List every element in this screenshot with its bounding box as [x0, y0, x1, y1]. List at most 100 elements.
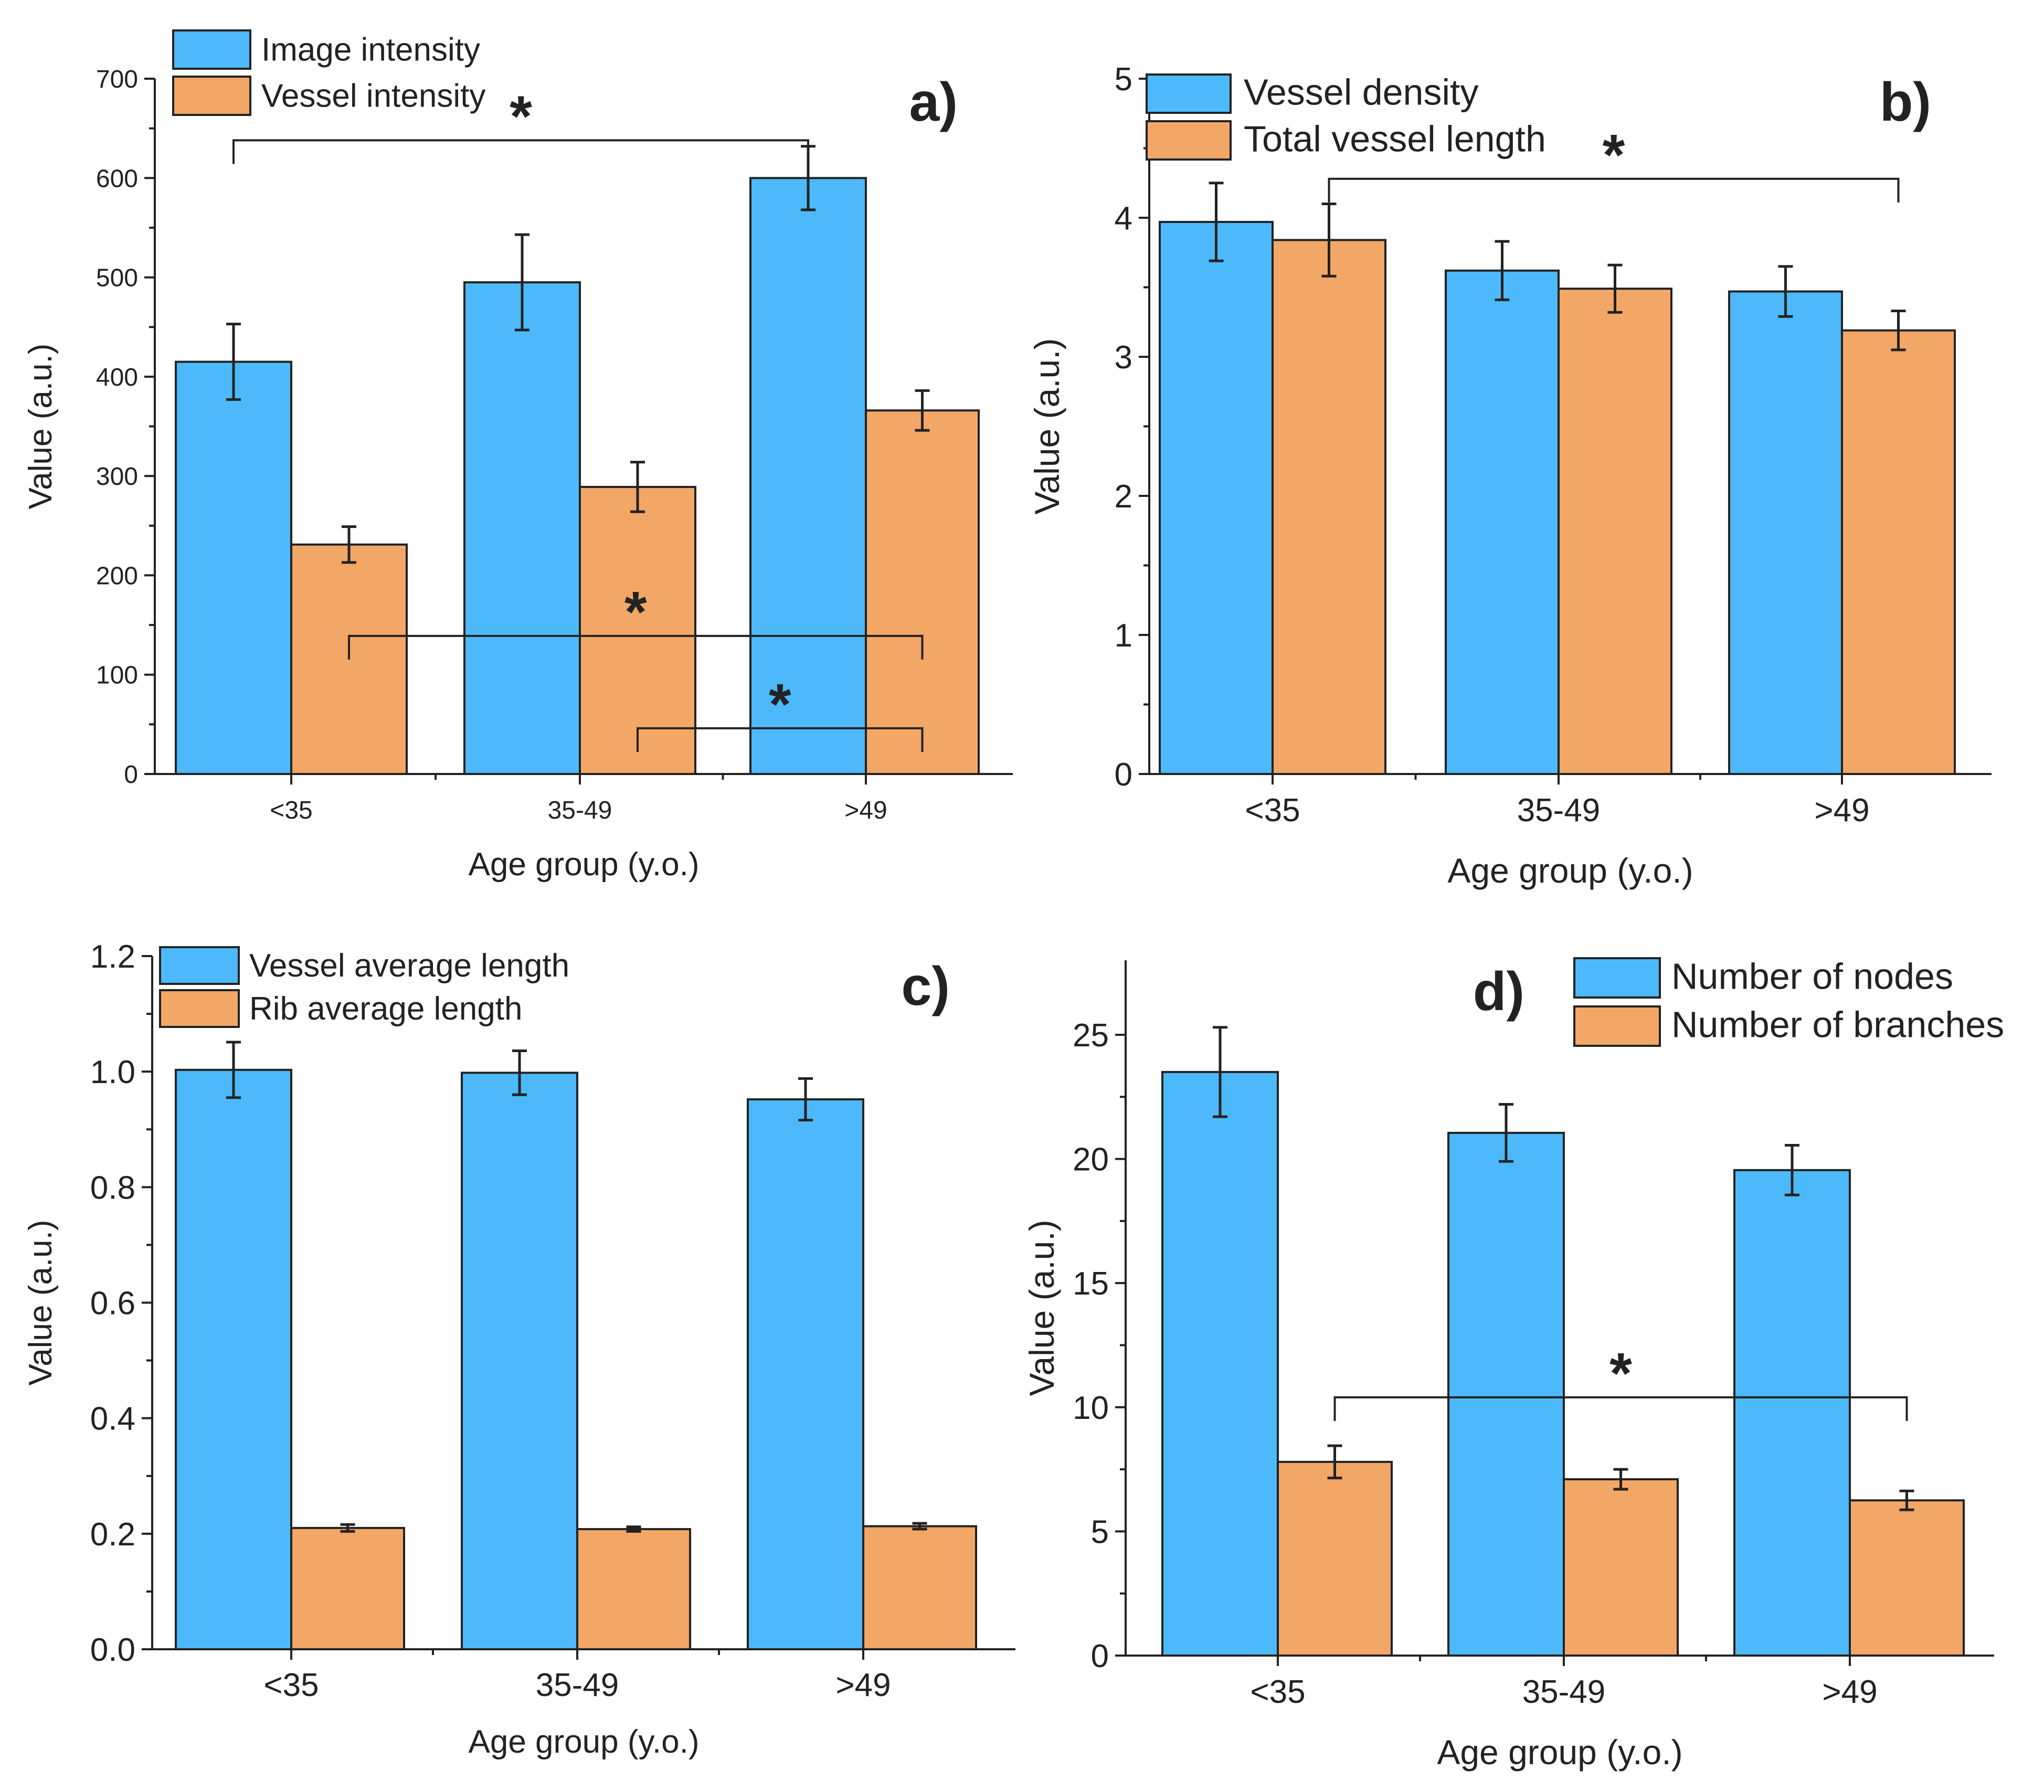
error-bar	[1613, 1468, 1628, 1491]
x-tick-label: 35-49	[1522, 1674, 1606, 1710]
legend-swatch	[172, 29, 251, 70]
y-tick-label: 1	[1115, 618, 1132, 654]
bar	[749, 177, 867, 775]
bar	[862, 1525, 977, 1650]
bar	[175, 360, 292, 775]
y-tick-label: 100	[96, 662, 138, 690]
bar	[463, 281, 581, 775]
error-bar	[912, 1522, 927, 1531]
y-tick-label: 3	[1115, 340, 1132, 376]
error-bar	[1785, 1144, 1799, 1196]
bar	[1733, 1169, 1851, 1657]
panel-a-chart: 0 100 200 300 400 500 600 700 <35 35-49 >49 Age gro…	[23, 29, 1013, 883]
y-tick-label: 0	[1091, 1638, 1109, 1674]
y-tick-label: 200	[96, 562, 138, 590]
error-bar	[626, 1525, 641, 1533]
error-bar	[1495, 240, 1510, 301]
x-tick-label: <35	[263, 1667, 319, 1703]
error-bar	[1607, 263, 1623, 314]
legend-swatch	[159, 989, 240, 1028]
y-axis-label: Value (a.u.)	[1022, 1220, 1061, 1396]
y-axis-label: Value (a.u.)	[23, 1220, 59, 1386]
x-axis-label: Age group (y.o.)	[1437, 1733, 1682, 1772]
error-bar	[1321, 203, 1337, 278]
legend-label: Total vessel length	[1244, 119, 1546, 160]
bar	[290, 1526, 405, 1650]
y-tick-label: 1.2	[90, 939, 135, 975]
y-tick-label: 0.0	[90, 1632, 135, 1668]
significance-bracket: *	[1328, 123, 1900, 203]
bar	[1447, 1131, 1565, 1657]
error-bar	[342, 525, 356, 564]
bar	[865, 409, 980, 775]
legend: Vessel density Total vessel length	[1146, 72, 1546, 161]
error-bar	[915, 389, 930, 432]
y-tick-label: 4	[1115, 200, 1132, 237]
significance-marker: *	[1609, 1341, 1632, 1406]
panel-d-chart: 0 5 10 15 20 25 <35 35-49 >49 Age group (y.o.) Val…	[1022, 956, 2004, 1772]
panel-label: c)	[902, 956, 950, 1017]
error-bar	[798, 1077, 813, 1122]
x-tick-label: <35	[1245, 792, 1300, 829]
significance-line	[232, 139, 809, 164]
legend-swatch	[159, 946, 240, 985]
y-tick-label: 5	[1091, 1514, 1109, 1550]
legend-label: Vessel density	[1244, 72, 1478, 113]
y-tick-label: 500	[96, 264, 138, 292]
legend-label: Rib average length	[249, 991, 522, 1027]
bar	[1849, 1499, 1965, 1657]
y-tick-label: 0.8	[90, 1170, 135, 1206]
x-axis-label: Age group (y.o.)	[469, 846, 700, 883]
bar	[576, 1528, 691, 1650]
y-axis-label: Value (a.u.)	[1028, 338, 1066, 514]
legend-swatch	[1573, 1005, 1661, 1047]
x-tick-label: 35-49	[536, 1667, 619, 1703]
x-tick-label: >49	[1822, 1674, 1877, 1710]
legend-label: Image intensity	[261, 32, 480, 68]
legend-label: Vessel intensity	[261, 78, 485, 114]
error-bar	[1213, 1026, 1227, 1118]
y-tick-label: 0	[124, 761, 138, 789]
legend: Number of nodes Number of branches	[1573, 956, 2004, 1047]
error-bar	[1209, 182, 1224, 262]
y-tick-label: 0.4	[90, 1401, 135, 1437]
x-tick-label: <35	[270, 797, 312, 824]
panel-c-chart: 0.0 0.2 0.4 0.6 0.8 1.0 1.2 <35 35-49 >49 Age grou…	[23, 939, 1015, 1760]
x-tick-label: 35-49	[548, 797, 612, 824]
panel-label: d)	[1473, 961, 1524, 1022]
x-tick-label: <35	[1250, 1674, 1305, 1710]
y-tick-label: 5	[1115, 61, 1132, 98]
legend-swatch	[1573, 957, 1661, 999]
error-bar	[1499, 1102, 1513, 1163]
bar	[175, 1068, 292, 1650]
significance-bracket: *	[637, 672, 924, 752]
bar	[461, 1072, 578, 1650]
error-bar	[1327, 1444, 1342, 1480]
y-tick-label: 0.6	[90, 1286, 135, 1322]
bar	[579, 485, 696, 775]
bar	[1277, 1460, 1393, 1657]
significance-bracket: *	[1333, 1341, 1908, 1421]
y-tick-label: 10	[1073, 1390, 1109, 1426]
legend-label: Number of nodes	[1671, 956, 1953, 997]
legend-label: Vessel average length	[249, 948, 569, 984]
significance-line	[1333, 1396, 1908, 1421]
bar	[1272, 239, 1386, 775]
x-tick-label: >49	[1814, 792, 1869, 829]
panel-label: a)	[909, 72, 958, 133]
y-tick-label: 600	[96, 165, 138, 193]
legend-label: Number of branches	[1671, 1004, 2004, 1045]
bar	[1563, 1478, 1679, 1657]
y-tick-label: 0.2	[90, 1517, 135, 1553]
significance-line	[348, 634, 924, 660]
significance-line	[1328, 177, 1900, 203]
y-tick-label: 300	[96, 463, 138, 491]
x-tick-label: >49	[844, 797, 887, 824]
panel-b-chart: 0 1 2 3 4 5 <35 35-49 >49 Age group (y.o.) Value (…	[1028, 61, 1992, 890]
error-bar	[1891, 310, 1906, 352]
legend-swatch	[1146, 73, 1232, 114]
y-tick-label: 1.0	[90, 1054, 135, 1090]
significance-marker: *	[624, 580, 647, 644]
error-bar	[630, 461, 645, 513]
